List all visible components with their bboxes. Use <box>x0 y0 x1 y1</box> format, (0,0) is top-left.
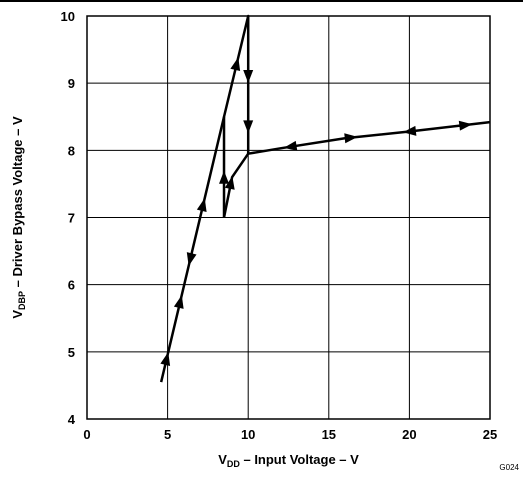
direction-arrow <box>344 133 358 144</box>
x-tick-labels: 0 5 10 15 20 25 <box>83 427 497 442</box>
direction-arrow <box>196 198 207 212</box>
x-tick-label: 5 <box>164 427 171 442</box>
y-tick-label: 9 <box>68 76 75 91</box>
y-axis-label: VDBP – Driver Bypass Voltage – V <box>10 116 27 319</box>
series-line <box>159 14 491 383</box>
direction-arrow <box>458 120 473 131</box>
direction-arrow <box>243 69 254 83</box>
direction-arrow <box>219 170 230 184</box>
x-tick-label: 20 <box>402 427 416 442</box>
figure-id: G024 <box>499 463 519 472</box>
plot-frame <box>86 15 491 420</box>
x-tick-label: 0 <box>83 427 90 442</box>
top-rule <box>0 0 523 2</box>
series-layer <box>159 14 491 383</box>
x-axis-label-main: V <box>218 452 227 467</box>
y-tick-labels: 4 5 6 7 8 9 10 <box>61 9 76 427</box>
y-tick-label: 5 <box>68 345 75 360</box>
direction-arrow <box>173 295 184 309</box>
direction-arrow <box>243 120 254 134</box>
grid <box>86 15 491 420</box>
x-axis-label: VDD – Input Voltage – V <box>218 452 359 469</box>
y-axis-label-sub: DBP <box>17 291 27 310</box>
x-tick-label: 25 <box>483 427 497 442</box>
x-tick-label: 10 <box>241 427 255 442</box>
x-axis-label-sub: DD <box>227 459 240 469</box>
direction-arrow <box>402 125 417 136</box>
direction-arrow <box>160 352 171 366</box>
y-tick-label: 10 <box>61 9 75 24</box>
direction-arrow <box>224 175 235 190</box>
y-axis-label-main: V <box>10 310 25 319</box>
y-tick-label: 7 <box>68 211 75 226</box>
direction-arrow <box>230 57 241 72</box>
y-tick-label: 6 <box>68 278 75 293</box>
direction-arrow <box>283 140 298 151</box>
direction-arrow <box>186 252 197 266</box>
y-axis-label-rest: – Driver Bypass Voltage – V <box>10 116 25 291</box>
arrow-layer <box>160 57 473 366</box>
x-tick-label: 15 <box>322 427 336 442</box>
y-tick-label: 8 <box>68 143 75 158</box>
y-tick-label: 4 <box>68 412 76 427</box>
x-axis-label-rest: – Input Voltage – V <box>240 452 359 467</box>
